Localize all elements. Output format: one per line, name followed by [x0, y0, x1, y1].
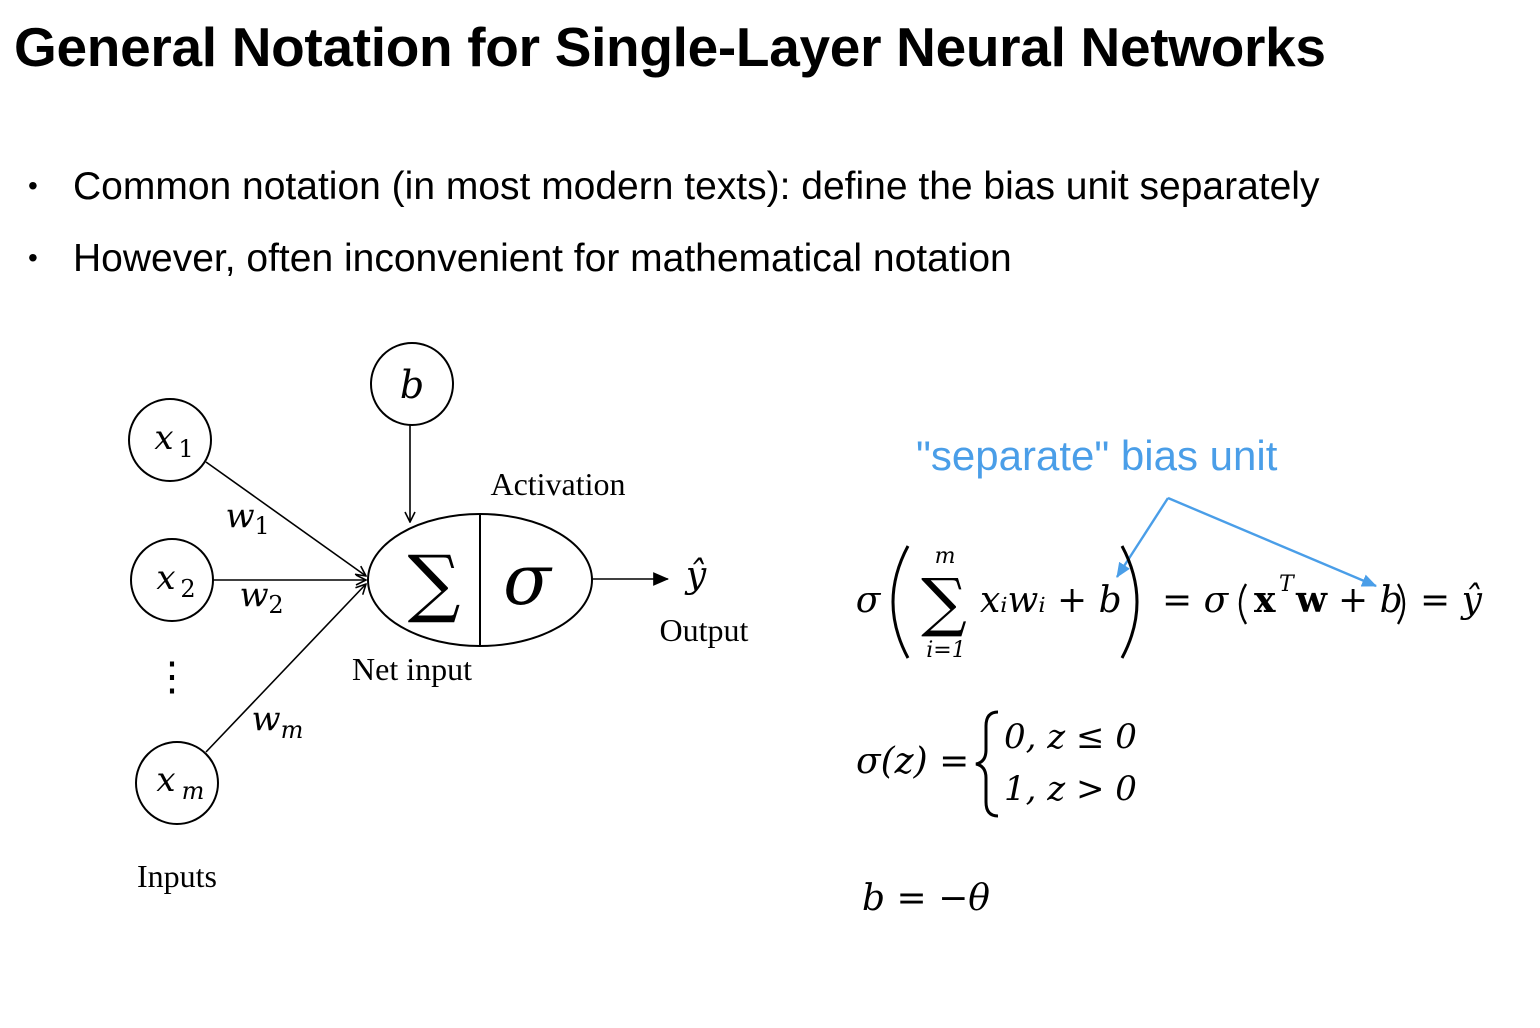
- eq2-case2: 1, z > 0: [1004, 769, 1137, 809]
- eq1-lower-limit: i=1: [926, 638, 965, 663]
- eq1-plus-b: + b: [1338, 580, 1403, 621]
- input-node-label: x: [156, 558, 175, 598]
- callout-arrow-left: [1115, 497, 1170, 578]
- weight-label-wm: w m: [251, 699, 303, 744]
- input-node-subscript: 1: [178, 435, 193, 463]
- bullet-item: • Common notation (in most modern texts):…: [28, 162, 1319, 211]
- eq1-result: = ŷ: [1420, 580, 1483, 621]
- eq2-brace: [975, 710, 999, 818]
- activation-label: Activation: [490, 466, 625, 502]
- eq2-lhs: σ(z) =: [856, 741, 969, 782]
- input-node-x2: x 2: [130, 538, 214, 622]
- sum-symbol: ∑: [408, 540, 461, 626]
- equation-bias-threshold: b = −θ: [862, 878, 990, 919]
- input-node-subscript: 2: [180, 575, 195, 603]
- eq1-x-vector: x: [1254, 579, 1276, 621]
- input-node-label: x: [154, 418, 173, 458]
- slide-title: General Notation for Single-Layer Neural…: [14, 16, 1326, 78]
- callout-arrows: [1115, 496, 1377, 588]
- callout-arrow-right: [1167, 496, 1377, 588]
- bullet-marker: •: [28, 242, 38, 273]
- bias-node: b: [370, 342, 454, 426]
- eq1-body: xᵢwᵢ + b: [980, 580, 1122, 621]
- inputs-label: Inputs: [137, 858, 217, 894]
- eq1-sigma: σ: [856, 580, 882, 621]
- svg-text:m: m: [281, 716, 304, 744]
- svg-text:2: 2: [268, 591, 283, 619]
- input-node-subscript: m: [182, 777, 205, 805]
- bullet-item: • However, often inconvenient for mathema…: [28, 234, 1012, 283]
- svg-text:w: w: [251, 699, 280, 739]
- eq1-inner-right-paren: [1396, 583, 1406, 625]
- input-node-label: x: [156, 760, 175, 800]
- bias-node-label: b: [400, 363, 424, 407]
- bullet-text: Common notation (in most modern texts): …: [73, 165, 1320, 208]
- equation-step-function: σ(z) = 0, z ≤ 0 1, z > 0: [856, 710, 1137, 818]
- vdots: ⋮: [152, 654, 192, 700]
- weight-label-w1: w 1: [225, 496, 269, 540]
- svg-text:1: 1: [254, 512, 269, 540]
- edge-xm: [205, 584, 366, 753]
- net-input-label: Net input: [352, 651, 472, 687]
- edge-x1: [205, 461, 366, 576]
- callout-label: "separate" bias unit: [916, 432, 1278, 479]
- eq1-right-paren: [1120, 545, 1139, 659]
- bullet-marker: •: [28, 170, 38, 201]
- eq2-case1: 0, z ≤ 0: [1004, 717, 1137, 757]
- activation-symbol: σ: [503, 539, 553, 621]
- input-node-xm: x m: [135, 741, 219, 825]
- output-label: Output: [660, 612, 749, 648]
- neuron: ∑ σ: [367, 513, 593, 647]
- eq1-w-vector: w: [1295, 579, 1328, 621]
- weight-label-w2: w 2: [239, 575, 283, 619]
- eq1-sum-symbol: ∑: [921, 566, 967, 640]
- eq1-inner-left-paren: [1238, 583, 1248, 625]
- eq1-transpose: T: [1279, 572, 1296, 597]
- input-node-x1: x 1: [128, 398, 212, 482]
- bullet-text: However, often inconvenient for mathemat…: [73, 237, 1012, 280]
- output-symbol: ŷ: [684, 555, 707, 596]
- svg-text:w: w: [225, 496, 254, 536]
- eq1-rhs-sigma: = σ: [1162, 580, 1230, 621]
- eq1-left-paren: [891, 545, 910, 659]
- svg-text:w: w: [239, 575, 268, 615]
- equation-output: σ m ∑ i=1 xᵢwᵢ + b = σ x T w + b = ŷ: [856, 544, 1483, 663]
- eq1-upper-limit: m: [935, 544, 956, 569]
